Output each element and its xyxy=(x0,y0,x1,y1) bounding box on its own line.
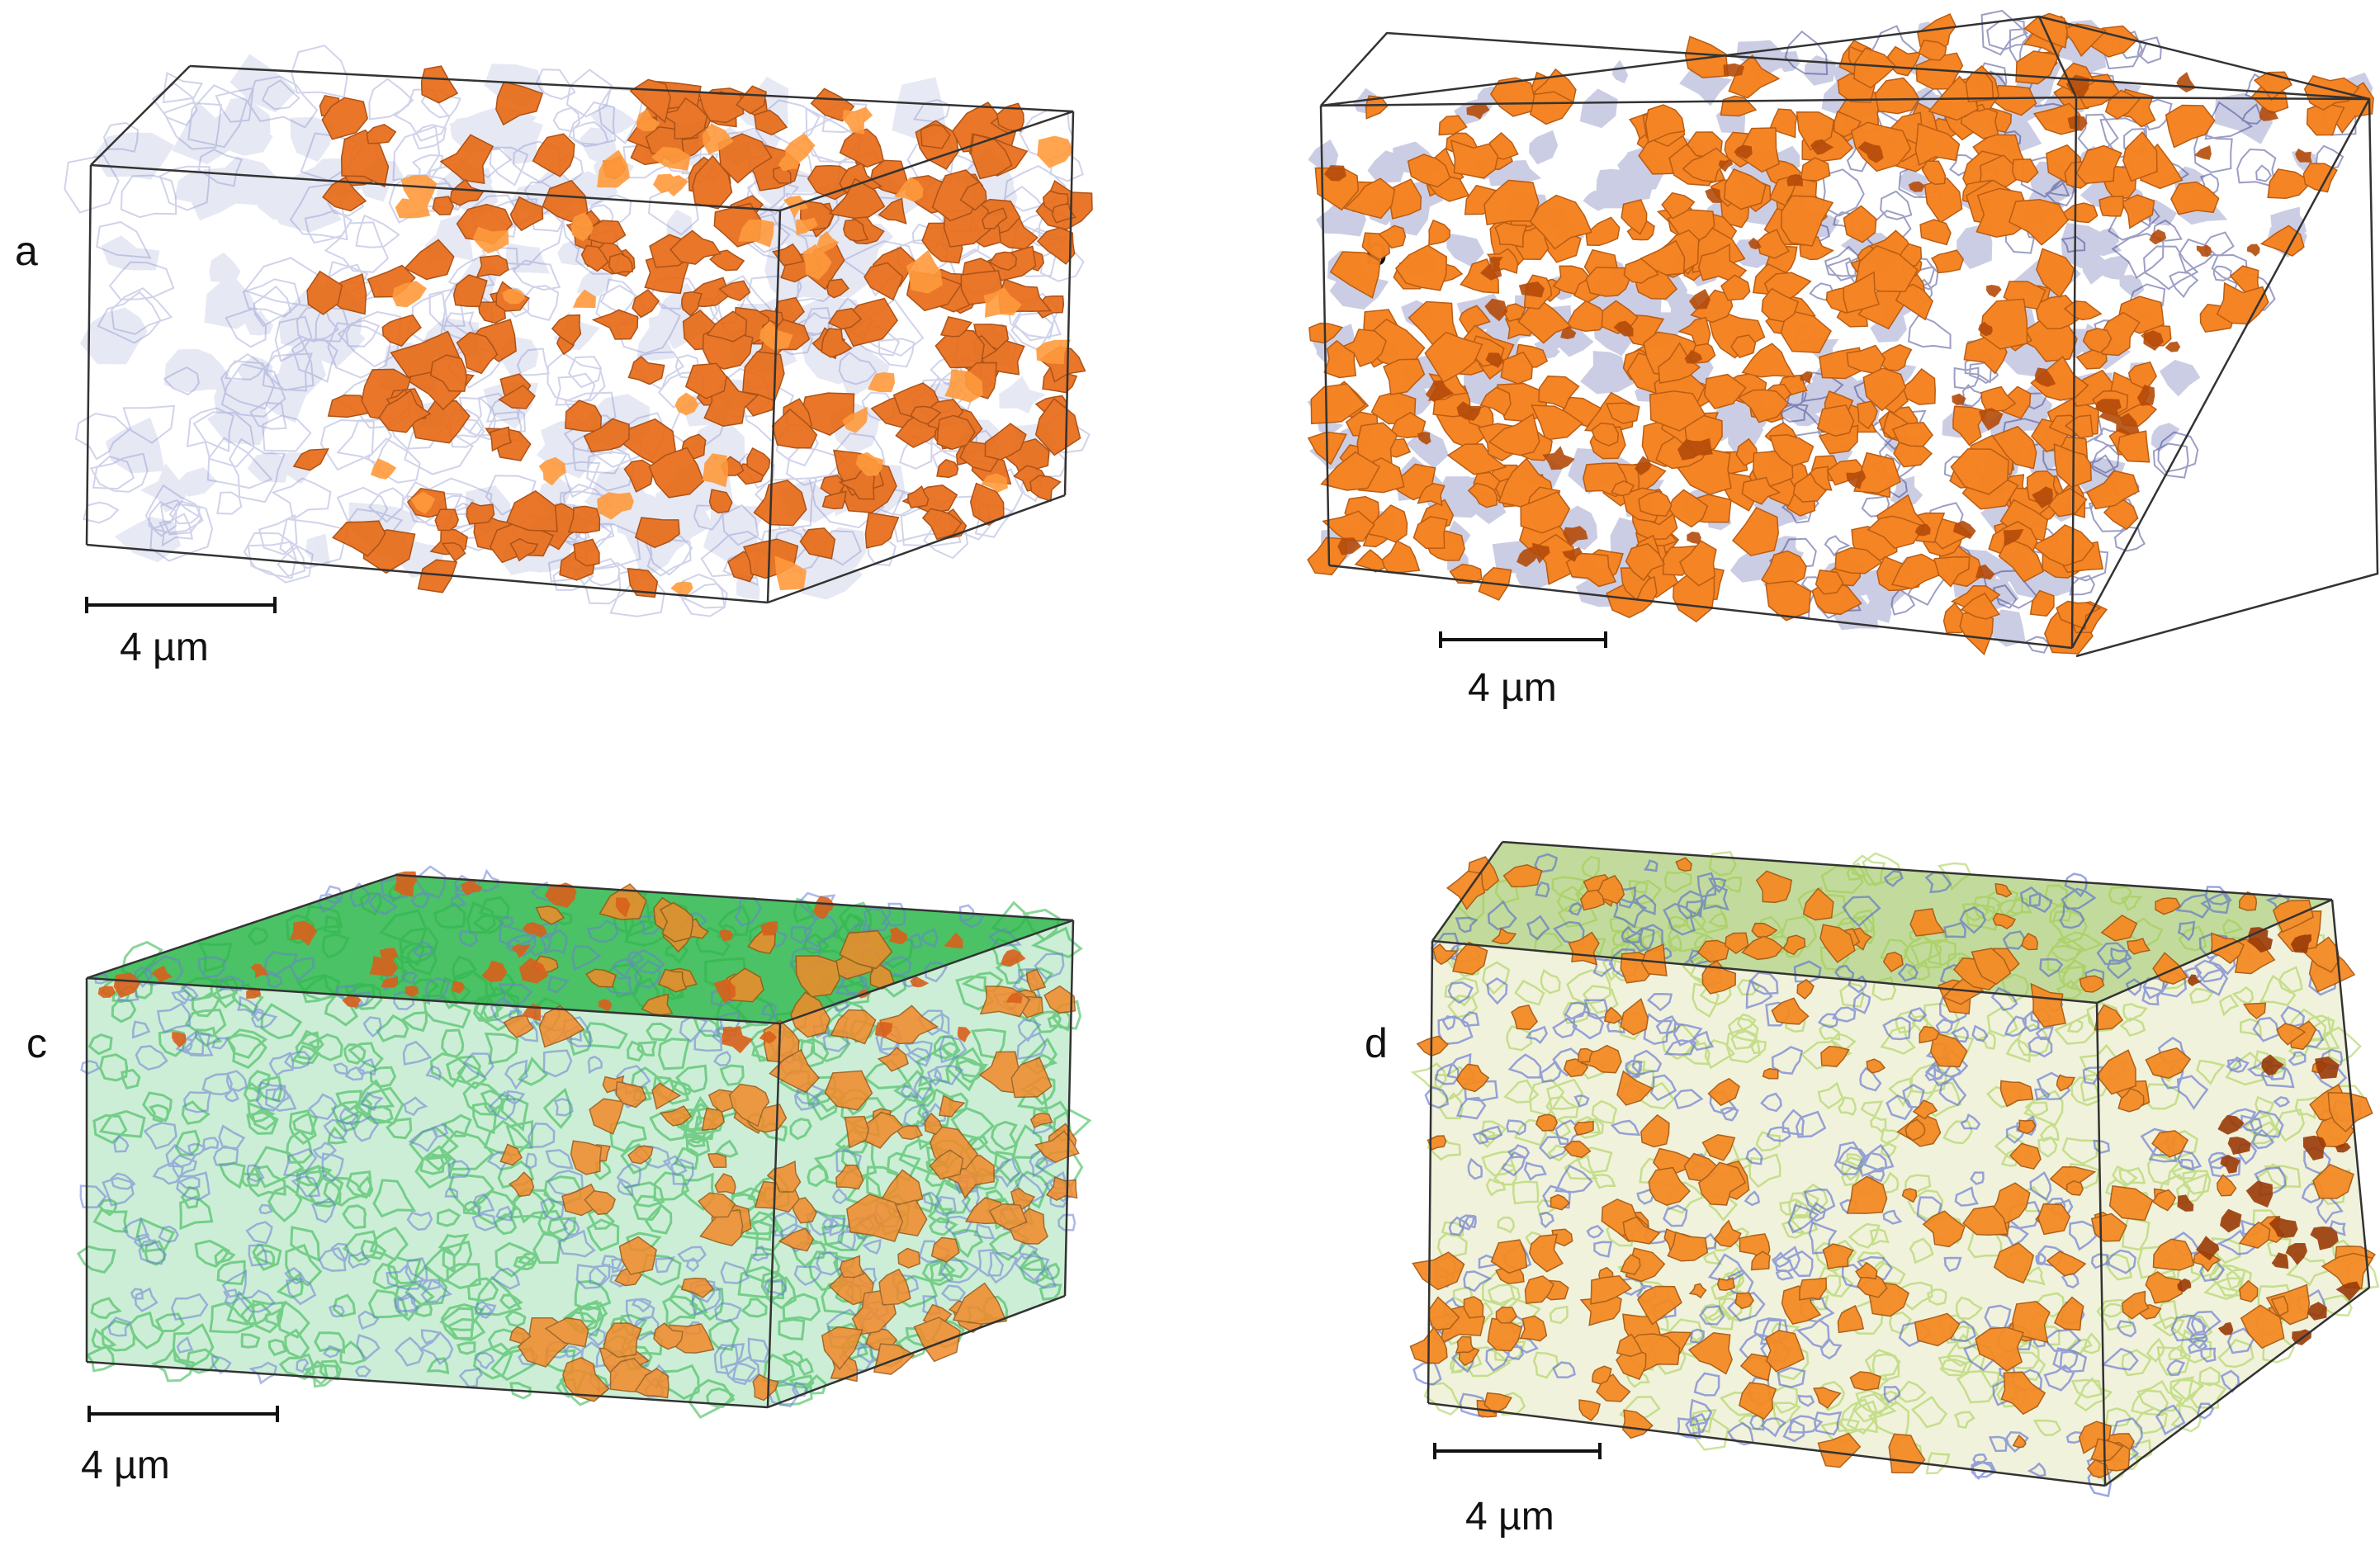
panel-c: c 4 µm xyxy=(0,792,1189,1560)
scale-bar xyxy=(89,1406,277,1422)
microstructure-render-d xyxy=(1189,792,2380,1560)
microstructure-render-b xyxy=(1189,0,2380,726)
scale-bar xyxy=(87,597,275,613)
microstructure-render-a xyxy=(0,0,1189,726)
panel-d: d 4 µm xyxy=(1189,792,2380,1560)
scale-bar-label-a: 4 µm xyxy=(120,625,209,670)
scale-bar-label-c: 4 µm xyxy=(81,1443,170,1488)
panel-b: b 4 µm xyxy=(1189,0,2380,726)
scale-bar xyxy=(1435,1443,1600,1459)
microstructure-render-c xyxy=(0,792,1189,1560)
scale-bar-label-b: 4 µm xyxy=(1468,665,1557,711)
panel-a: a 4 µm xyxy=(0,0,1189,726)
scale-bar xyxy=(1441,631,1606,648)
scale-bar-label-d: 4 µm xyxy=(1465,1494,1554,1539)
